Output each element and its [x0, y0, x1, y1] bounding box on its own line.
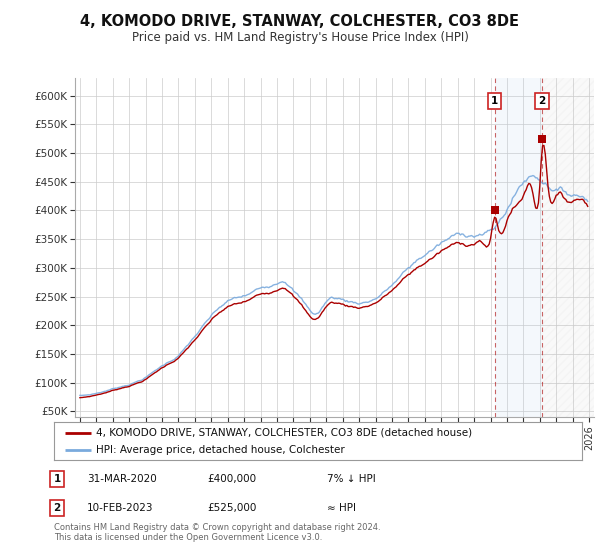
Text: 2: 2 — [53, 503, 61, 513]
Text: 10-FEB-2023: 10-FEB-2023 — [87, 503, 154, 513]
Bar — [494, 78, 542, 417]
Text: ≈ HPI: ≈ HPI — [327, 503, 356, 513]
Text: This data is licensed under the Open Government Licence v3.0.: This data is licensed under the Open Gov… — [54, 533, 322, 542]
Bar — [542, 78, 594, 417]
Text: HPI: Average price, detached house, Colchester: HPI: Average price, detached house, Colc… — [96, 445, 345, 455]
Text: £400,000: £400,000 — [207, 474, 256, 484]
Text: Price paid vs. HM Land Registry's House Price Index (HPI): Price paid vs. HM Land Registry's House … — [131, 31, 469, 44]
Text: £525,000: £525,000 — [207, 503, 256, 513]
Text: 1: 1 — [491, 96, 498, 106]
Text: 2: 2 — [538, 96, 545, 106]
Text: 4, KOMODO DRIVE, STANWAY, COLCHESTER, CO3 8DE: 4, KOMODO DRIVE, STANWAY, COLCHESTER, CO… — [80, 14, 520, 29]
Text: Contains HM Land Registry data © Crown copyright and database right 2024.: Contains HM Land Registry data © Crown c… — [54, 523, 380, 532]
Text: 31-MAR-2020: 31-MAR-2020 — [87, 474, 157, 484]
Text: 4, KOMODO DRIVE, STANWAY, COLCHESTER, CO3 8DE (detached house): 4, KOMODO DRIVE, STANWAY, COLCHESTER, CO… — [96, 427, 472, 437]
Text: 7% ↓ HPI: 7% ↓ HPI — [327, 474, 376, 484]
Text: 1: 1 — [53, 474, 61, 484]
